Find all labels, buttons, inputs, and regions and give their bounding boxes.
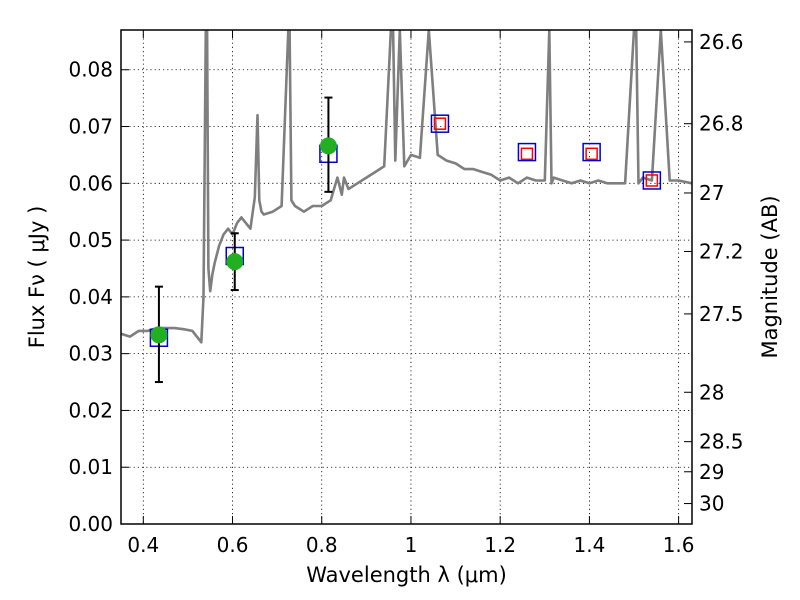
y-axis-label: Flux Fν ( μJy ) [25,206,49,349]
plot-frame [120,29,693,525]
model-photometry-square [430,114,450,133]
model-photometry-square-inner [433,117,447,130]
x-tick-label: 0.6 [217,533,249,557]
right-tick-label: 29 [699,460,724,484]
observed-flux-point [319,137,337,155]
model-photometry-square-inner [585,147,598,161]
model-photometry-square-inner [645,174,659,187]
x-tick-label: 1.6 [663,533,695,557]
right-tick-label: 27 [699,181,724,205]
x-tick-label: 0.8 [306,533,338,557]
y-tick-label: 0.07 [68,115,113,139]
plot-layer [121,30,692,384]
y-tick-label: 0.03 [68,342,113,366]
tick-layer: 0.4 0.6 0.8 1 1.2 1.4 1.6 0.00 0.01 0.02 0.03 0.04 0… [68,30,743,557]
y-tick-label: 0.01 [68,455,113,479]
x-tick-label: 1 [405,533,418,557]
x-axis-label: Wavelength λ (μm) [306,563,507,587]
observed-flux-point [226,253,244,271]
model-photometry-square [517,142,537,162]
y-axis-label-right: Magnitude (AB) [758,195,782,358]
x-tick-label: 1.4 [573,533,605,557]
y-tick-label: 0.02 [68,398,113,422]
right-tick-label: 28.5 [699,430,744,454]
model-photometry-square-inner [520,147,534,161]
y-tick-label: 0.08 [68,58,113,82]
right-tick-label: 30 [699,492,724,516]
x-tick-label: 0.4 [127,533,159,557]
right-tick-label: 26.8 [699,112,744,136]
x-tick-label: 1.2 [484,533,516,557]
grid-layer [121,30,692,525]
model-photometry-square [582,142,601,162]
y-tick-label: 0.05 [68,228,113,252]
y-tick-label: 0.00 [68,512,113,536]
observed-flux-point [150,326,168,344]
right-tick-label: 27.5 [699,302,744,326]
y-tick-label: 0.06 [68,171,113,195]
y-tick-label: 0.04 [68,285,113,309]
right-tick-label: 26.6 [699,30,744,54]
model-photometry-square [642,171,662,190]
model-spectrum-line [121,30,692,344]
right-tick-label: 27.2 [699,239,744,263]
right-tick-label: 28 [699,380,724,404]
